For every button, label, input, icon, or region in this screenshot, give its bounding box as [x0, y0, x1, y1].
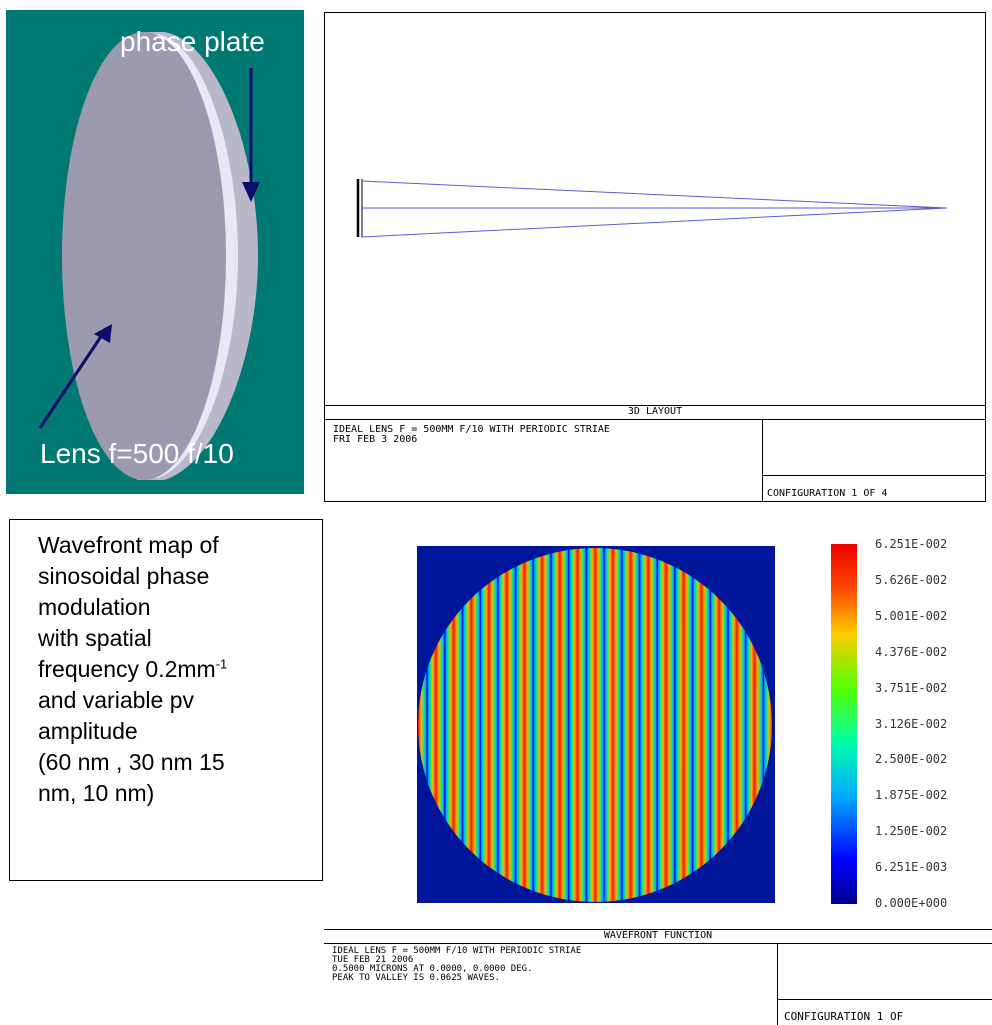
description-line: with spatial: [38, 625, 152, 651]
wavefront-stripe: [595, 548, 614, 902]
colorbar-tick-label: 6.251E-002: [875, 537, 948, 551]
lens-disc: [62, 32, 226, 480]
wavefront-stripe: [630, 548, 649, 902]
wavefront-title: WAVEFRONT FUNCTION: [603, 930, 713, 941]
wavefront-stripe: [665, 548, 684, 902]
lens-illustration: phase plate Lens f=500 f/10: [6, 10, 304, 494]
wavefront-stripe: [559, 548, 578, 902]
wavefront-stripes: [418, 548, 772, 902]
wavefront-configuration: CONFIGURATION 1 OF: [784, 1010, 904, 1023]
wavefront-stripe: [612, 548, 631, 902]
phase-plate-arrowhead: [242, 182, 260, 202]
wavefront-stripe: [683, 548, 702, 902]
wavefront-description-line4: PEAK TO VALLEY IS 0.0625 WAVES.: [332, 973, 500, 983]
lens-arrow: [38, 334, 104, 429]
wavefront-stripe: [701, 548, 720, 902]
lens-drawing: [38, 32, 260, 480]
wavefront-stripe: [718, 548, 738, 902]
colorbar-tick-label: 3.751E-002: [875, 680, 948, 695]
wavefront-stripe: [453, 548, 472, 902]
description-line: and variable pv: [38, 687, 194, 713]
description-line: Wavefront map of: [38, 532, 219, 558]
wavefront-stripe: [506, 548, 525, 902]
wavefront-description-line2: TUE FEB 21 2006: [332, 955, 414, 965]
colorbar-tick-label: 4.376E-002: [875, 644, 948, 659]
phase-plate-label: phase plate: [120, 26, 265, 57]
colorbar-tick-label: 0.000E+000: [875, 896, 948, 910]
layout-configuration: CONFIGURATION 1 OF 4: [767, 488, 888, 499]
layout-title: 3D LAYOUT: [627, 406, 683, 417]
wavefront-stripe: [577, 548, 596, 902]
ray-trace-plot: [356, 179, 948, 238]
colorbar-tick-label: 1.875E-002: [875, 788, 948, 803]
superscript: -1: [215, 656, 228, 672]
colorbar-tick-label: 3.126E-002: [875, 716, 948, 731]
colorbar-tick-label: 5.001E-002: [875, 608, 948, 623]
description-line: (60 nm , 30 nm 15: [38, 749, 225, 775]
wavefront-stripe: [541, 548, 561, 902]
wavefront-map: [417, 544, 857, 904]
wavefront-stripe: [648, 548, 667, 902]
description-text: Wavefront map of sinosoidal phase modula…: [38, 530, 318, 809]
wavefront-description-line1: IDEAL LENS F = 500MM F/10 WITH PERIODIC …: [332, 946, 582, 956]
description-line: sinosoidal phase: [38, 563, 210, 589]
layout-description-line2: FRI FEB 3 2006: [333, 434, 418, 445]
description-line: modulation: [38, 594, 151, 620]
colorbar: [831, 544, 857, 904]
colorbar-tick-label: 2.500E-002: [875, 752, 948, 767]
ray-bottom: [360, 207, 948, 238]
ray-top: [360, 180, 948, 209]
layout-panel: 3D LAYOUT IDEAL LENS F = 500MM F/10 WITH…: [324, 12, 986, 502]
description-line: nm, 10 nm): [38, 780, 155, 806]
lens-label: Lens f=500 f/10: [40, 438, 234, 469]
description-line: amplitude: [38, 718, 138, 744]
colorbar-tick-label: 5.626E-002: [875, 572, 948, 587]
lens-arrowhead: [94, 324, 112, 343]
colorbar-tick-label: 6.251E-003: [875, 860, 948, 875]
layout-description-line1: IDEAL LENS F = 500MM F/10 WITH PERIODIC …: [333, 424, 610, 435]
wavefront-stripe: [524, 548, 543, 902]
description-line: frequency 0.2mm-1: [38, 656, 228, 682]
colorbar-tick-label: 1.250E-002: [875, 824, 948, 839]
wavefront-description-line3: 0.5000 MICRONS AT 0.0000, 0.0000 DEG.: [332, 964, 533, 974]
wavefront-stripe: [488, 548, 507, 902]
description-box: Wavefront map of sinosoidal phase modula…: [9, 519, 323, 881]
phase-plate-rim: [136, 32, 258, 480]
wavefront-stripe: [471, 548, 490, 902]
wavefront-panel: 6.251E-002 5.626E-002 5.001E-002 4.376E-002…: [324, 518, 992, 1025]
